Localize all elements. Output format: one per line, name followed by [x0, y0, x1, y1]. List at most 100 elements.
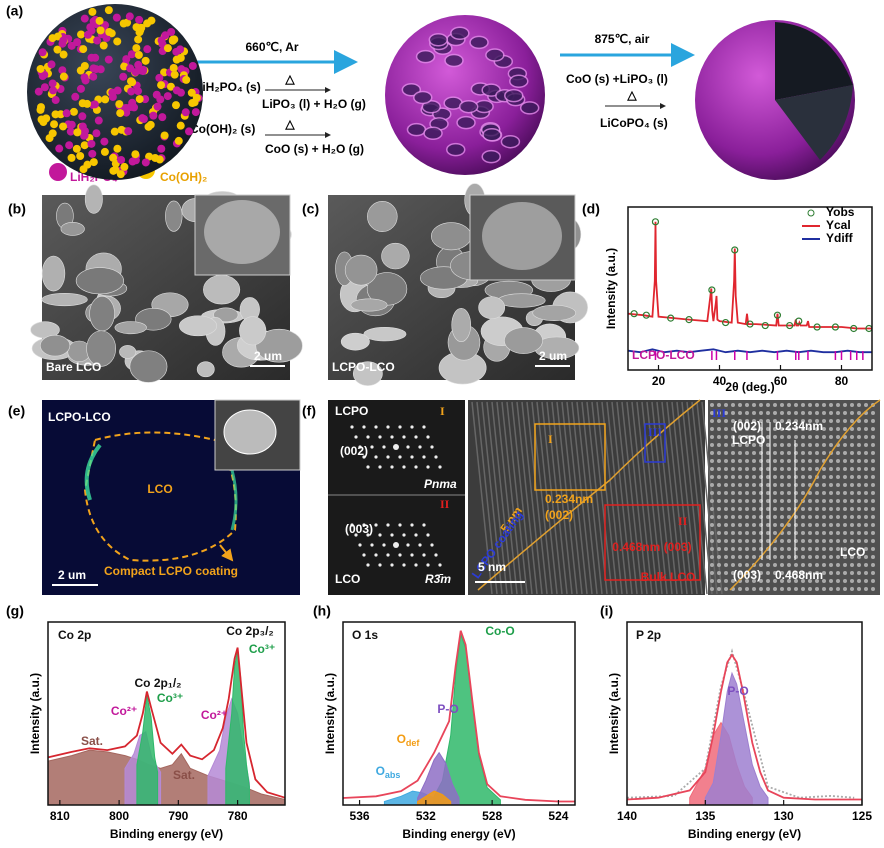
atom — [766, 563, 770, 567]
spot — [434, 455, 438, 459]
atom — [801, 523, 805, 527]
precursor-dot — [73, 128, 82, 137]
atom — [745, 547, 749, 551]
atom — [843, 571, 847, 575]
atom — [787, 403, 791, 407]
atom — [787, 555, 791, 559]
atom — [794, 435, 798, 439]
atom — [787, 515, 791, 519]
precursor-dot — [155, 155, 164, 164]
atom — [787, 531, 791, 535]
atom — [731, 499, 735, 503]
atom — [794, 571, 798, 575]
precursor-dot — [176, 45, 185, 54]
atom — [780, 587, 784, 591]
atom — [738, 507, 742, 511]
atom — [773, 435, 777, 439]
precursor-dot — [105, 28, 114, 37]
atom — [787, 571, 791, 575]
annotation-text: Co 2p — [58, 628, 91, 642]
atom — [745, 579, 749, 583]
atom — [836, 427, 840, 431]
particle — [381, 242, 410, 270]
spot — [354, 435, 358, 439]
precursor-dot — [127, 87, 136, 96]
precursor-dot — [58, 39, 67, 48]
atom — [843, 451, 847, 455]
precursor-dot — [80, 61, 89, 70]
atom — [829, 587, 833, 591]
atom — [738, 515, 742, 519]
atom — [815, 491, 819, 495]
precursor-dot — [51, 96, 60, 105]
precursor-dot — [113, 37, 122, 46]
x-axis-label: Binding energy (eV) — [110, 827, 223, 841]
legend-swatch — [807, 209, 815, 217]
precursor-dot — [171, 101, 180, 110]
precursor-dot — [78, 112, 87, 121]
atom — [787, 499, 791, 503]
atom — [780, 491, 784, 495]
particle — [504, 327, 543, 354]
atom — [731, 451, 735, 455]
atom — [822, 451, 826, 455]
atom — [822, 403, 826, 407]
precursor-dot — [79, 45, 88, 54]
spot — [374, 553, 378, 557]
particle — [119, 345, 137, 359]
atom — [850, 507, 854, 511]
particle — [114, 321, 147, 335]
atom — [871, 435, 875, 439]
atom — [710, 419, 714, 423]
spot — [398, 455, 402, 459]
atom — [745, 475, 749, 479]
atom — [850, 419, 854, 423]
atom — [829, 507, 833, 511]
precursor-dot — [128, 78, 137, 87]
atom — [752, 427, 756, 431]
atom — [717, 555, 721, 559]
spot — [374, 455, 378, 459]
particle — [497, 293, 546, 308]
atom — [731, 515, 735, 519]
atom — [752, 491, 756, 495]
fringe — [496, 401, 518, 595]
atom — [843, 547, 847, 551]
precursor-dot — [34, 87, 43, 96]
atom — [843, 587, 847, 591]
atom — [836, 491, 840, 495]
precursor-dot — [158, 113, 167, 122]
atom — [724, 435, 728, 439]
precursor-dot — [177, 65, 186, 74]
atom — [766, 579, 770, 583]
atom — [752, 475, 756, 479]
region-box — [604, 504, 701, 581]
fringe — [511, 401, 533, 595]
atom — [822, 571, 826, 575]
particle — [41, 293, 88, 307]
atom — [780, 419, 784, 423]
particle — [213, 307, 239, 323]
data-line — [627, 221, 872, 330]
y-axis-label: Intensity (a.u.) — [28, 673, 42, 754]
atom — [822, 539, 826, 543]
precursor-dot — [47, 60, 56, 69]
product: CoO (s) + H₂O (g) — [265, 142, 364, 156]
plot-frame — [47, 621, 286, 806]
precursor-dot — [88, 7, 97, 16]
atom — [780, 411, 784, 415]
atom — [829, 499, 833, 503]
atom — [780, 547, 784, 551]
atom — [843, 467, 847, 471]
precursor-dot — [137, 23, 146, 32]
fringe — [471, 401, 493, 595]
atom — [766, 451, 770, 455]
atom — [717, 427, 721, 431]
annotation: Co 2p — [58, 628, 91, 642]
legend-label: Co(OH)₂ — [160, 170, 207, 184]
spot — [418, 445, 422, 449]
atom — [787, 563, 791, 567]
particle — [84, 184, 103, 214]
particle — [86, 330, 117, 367]
particle — [255, 328, 303, 363]
